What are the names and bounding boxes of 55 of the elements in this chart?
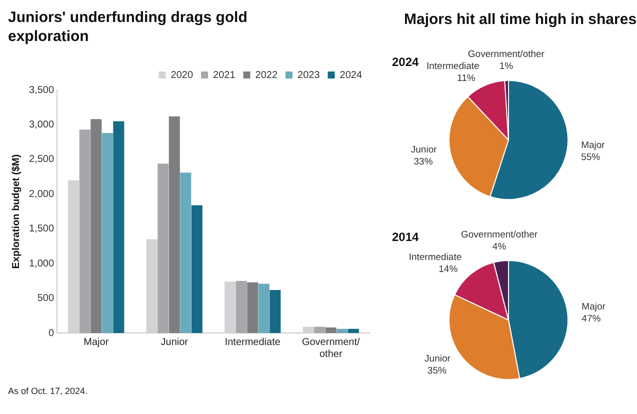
x-tick-label: Junior	[160, 336, 189, 348]
legend-label: 2020	[170, 70, 194, 81]
slice-label: Junior	[410, 144, 437, 156]
slice-label: Intermediate	[408, 252, 462, 263]
bar	[158, 164, 169, 333]
bar	[348, 328, 359, 333]
chart-title: Juniors' underfunding drags gold exploration	[8, 8, 248, 46]
data-label: 1%	[499, 61, 514, 72]
legend-label: 2023	[298, 70, 320, 81]
bar	[168, 116, 180, 333]
chart-title: 2014	[392, 230, 419, 244]
y-tick-label: 500	[37, 293, 54, 304]
data-label: 35%	[427, 366, 447, 377]
y-tick-label: 3,000	[28, 119, 54, 130]
slice-label: Major	[581, 140, 605, 152]
bar	[79, 130, 90, 333]
bar	[236, 280, 247, 333]
x-tick-label: Major	[84, 336, 110, 348]
slice-label: Government/other	[468, 49, 544, 60]
y-tick-label: 2,000	[28, 188, 54, 200]
bar	[336, 328, 348, 333]
data-label: 55%	[581, 152, 601, 164]
text: As of Oct. 17, 2024.	[8, 386, 88, 396]
chart-title: Majors hit all time high in shares	[404, 10, 637, 29]
data-label: 47%	[582, 314, 602, 325]
data-label: 33%	[414, 156, 434, 168]
bar	[258, 284, 270, 333]
bar	[102, 133, 113, 333]
bar	[314, 326, 326, 333]
y-axis-title: Exploration budget ($M)	[10, 154, 22, 269]
legend-label: 2024	[340, 70, 362, 81]
bar	[113, 121, 124, 333]
legend-label: 2021	[213, 70, 236, 81]
slice-label: Government/other	[461, 230, 538, 241]
y-tick-label: 1,500	[28, 224, 54, 235]
y-tick-label: 1,000	[28, 258, 54, 270]
y-tick-label: 2,500	[28, 154, 54, 166]
legend-label: 2022	[255, 70, 278, 81]
x-tick-label: Government/other	[302, 336, 360, 360]
slice-label: Intermediate	[426, 61, 480, 72]
bar	[247, 282, 258, 333]
bar	[270, 290, 281, 333]
slice-label: Junior	[424, 354, 450, 365]
x-tick-label: Intermediate	[224, 336, 281, 348]
bar	[90, 119, 102, 333]
chart-subtitle: 2024	[392, 55, 419, 69]
y-tick-label: 3,500	[28, 84, 54, 96]
slice-label: Major	[582, 302, 606, 313]
y-tick-label: 0	[48, 328, 54, 339]
bar	[325, 327, 336, 333]
data-label: 11%	[456, 73, 476, 84]
bar	[180, 172, 192, 333]
bar	[191, 205, 202, 333]
data-label: 14%	[438, 264, 458, 275]
data-label: 4%	[492, 242, 507, 253]
